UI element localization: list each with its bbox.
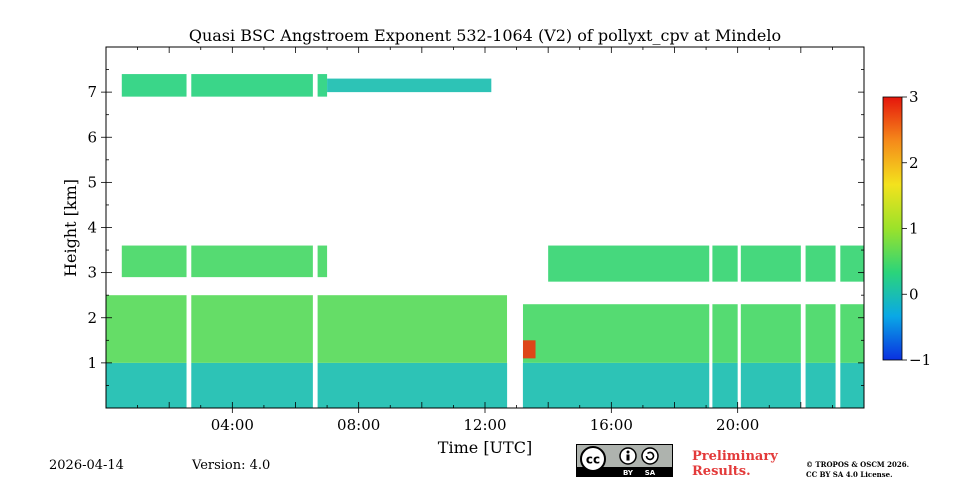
y-tick-label: 7 xyxy=(87,83,97,101)
data-gap-5 xyxy=(800,47,806,408)
chart-title: Quasi BSC Angstroem Exponent 532-1064 (V… xyxy=(189,26,781,45)
data-gap-0 xyxy=(186,47,192,408)
y-tick-label: 2 xyxy=(87,309,97,327)
colorbar-tick-label: 2 xyxy=(909,154,919,172)
by-label: BY xyxy=(623,469,634,476)
colorbar-ticks: −1 0 1 2 3 xyxy=(902,88,931,369)
copyright-line-1: © TROPOS & OSCM 2026. xyxy=(806,460,910,469)
data-gaps xyxy=(186,47,841,408)
y-tick-label: 1 xyxy=(87,354,97,372)
y-axis: 1 2 3 4 5 6 7 xyxy=(87,46,864,409)
colorbar-tick-label: 1 xyxy=(909,220,919,238)
cc-icon xyxy=(580,446,606,472)
colorbar-tick-label: 0 xyxy=(909,285,919,303)
heatmap-layer-elevated-layer-am xyxy=(121,245,328,278)
cc-by-sa-logo[interactable]: cc BY SA xyxy=(576,444,673,477)
y-axis-label: Height [km] xyxy=(61,179,80,277)
data-gap-2 xyxy=(507,47,523,408)
heatmap-layer-near-surface xyxy=(106,362,864,408)
x-tick-label: 04:00 xyxy=(211,416,254,434)
colorbar: −1 0 1 2 3 xyxy=(882,88,931,369)
copyright-notice: © TROPOS & OSCM 2026. CC BY SA 4.0 Licen… xyxy=(806,460,909,480)
y-tick-label: 3 xyxy=(87,264,97,282)
data-gap-4 xyxy=(737,47,741,408)
y-tick-label: 6 xyxy=(87,128,97,146)
x-tick-label: 08:00 xyxy=(337,416,380,434)
heatmap-layer-elevated-layer-pm xyxy=(548,245,864,282)
heatmap-layer-local-max xyxy=(522,340,536,359)
x-axis-label: Time [UTC] xyxy=(438,438,532,457)
heatmap-layer-boundary-layer xyxy=(106,295,508,363)
x-tick-label: 12:00 xyxy=(463,416,506,434)
sa-icon xyxy=(641,447,659,465)
y-tick-label: 4 xyxy=(87,219,97,237)
heatmap-layer-upper-layer-tail xyxy=(327,78,492,93)
heatmap-layer-upper-layer xyxy=(121,74,328,97)
plot-area xyxy=(105,46,865,409)
footer-date: 2026-04-14 xyxy=(49,458,124,473)
preliminary-notice: Preliminary Results. xyxy=(692,449,778,479)
x-tick-label: 20:00 xyxy=(716,416,759,434)
x-axis: 04:00 08:00 12:00 16:00 20:00 xyxy=(105,47,865,434)
heatmap-layer-boundary-layer-pm xyxy=(522,304,864,363)
data-gap-3 xyxy=(709,47,713,408)
x-tick-label: 16:00 xyxy=(590,416,633,434)
colorbar-tick-label: 3 xyxy=(909,88,919,106)
preliminary-line-1: Preliminary xyxy=(692,449,778,464)
data-gap-6 xyxy=(835,47,841,408)
colorbar-scale xyxy=(882,96,903,361)
cc-icon-text: cc xyxy=(586,453,600,467)
y-tick-label: 5 xyxy=(87,173,97,191)
copyright-line-2: CC BY SA 4.0 License. xyxy=(806,470,893,479)
colorbar-tick-label: −1 xyxy=(909,351,931,369)
footer-version: Version: 4.0 xyxy=(192,458,271,473)
sa-label: SA xyxy=(645,469,656,476)
data-gap-1 xyxy=(312,47,318,408)
preliminary-line-2: Results. xyxy=(692,464,751,479)
